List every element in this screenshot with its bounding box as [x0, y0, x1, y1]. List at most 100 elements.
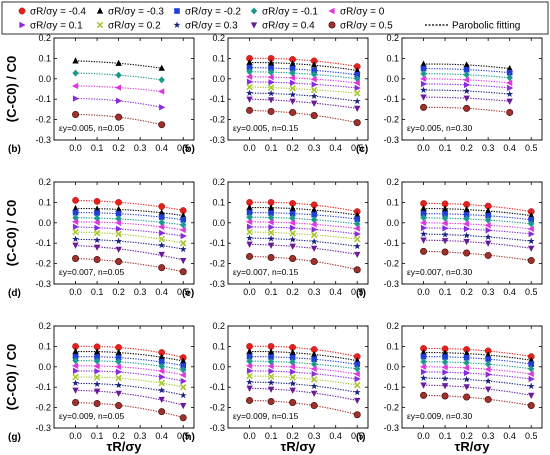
x-tick-label: 0.5 [177, 431, 190, 441]
data-point [246, 78, 254, 86]
data-point [72, 255, 80, 263]
y-tick-label: -0.3 [209, 135, 225, 145]
data-point [353, 225, 360, 232]
data-point [180, 402, 187, 410]
legend-marker [250, 22, 258, 29]
x-tick-label: 0.3 [134, 431, 147, 441]
data-point [158, 362, 165, 370]
y-tick-label: 0.1 [386, 197, 399, 207]
data-point [527, 402, 535, 410]
panel-label: (e) [182, 288, 194, 299]
data-point [289, 69, 296, 77]
data-point [158, 203, 166, 210]
data-point [310, 231, 318, 239]
data-point [419, 75, 427, 82]
data-point [72, 242, 79, 249]
data-point [484, 207, 492, 214]
data-point [267, 229, 275, 236]
data-point [506, 65, 513, 72]
data-point [93, 348, 101, 355]
data-point [485, 227, 492, 234]
data-point [93, 256, 101, 264]
panel: 0.2 0.1 0.0 -0.1 -0.2 -0.3 0.0 0.1 0.2 0.3 0.4 0.5 ε… [8, 33, 195, 155]
y-tick-label: -0.1 [35, 382, 51, 392]
data-point [245, 218, 253, 225]
y-tick-label: 0.2 [386, 321, 399, 331]
data-point [463, 104, 471, 112]
data-point [180, 216, 187, 223]
data-point [267, 253, 275, 261]
y-tick-label: 0.0 [38, 74, 51, 84]
y-tick-label: 0.1 [38, 197, 51, 207]
data-point [441, 392, 449, 400]
y-tick-label: -0.2 [35, 259, 51, 269]
data-point [463, 231, 471, 239]
data-point [93, 205, 101, 212]
data-point [289, 214, 296, 222]
data-point [354, 361, 361, 368]
x-tick-label: 0.5 [351, 143, 364, 153]
legend-label: σR/σy = -0.1 [262, 7, 318, 18]
data-point [354, 251, 361, 259]
y-tick-label: -0.3 [209, 423, 225, 433]
data-point [115, 205, 122, 212]
panel-annotation: εy=0.009, n=0.05 [59, 411, 125, 421]
y-tick-label: 0.0 [38, 218, 51, 228]
x-tick-label: 0.5 [525, 431, 538, 441]
data-point [528, 361, 535, 367]
data-point [289, 379, 297, 387]
data-point [268, 79, 275, 86]
data-point [246, 89, 253, 96]
data-point [115, 199, 122, 206]
data-point [420, 86, 427, 93]
data-point [180, 257, 187, 265]
data-point [179, 239, 187, 247]
data-point [94, 210, 100, 216]
legend-marker [174, 8, 180, 14]
data-point [484, 216, 492, 224]
data-point [93, 214, 101, 222]
fit-curve [75, 245, 184, 261]
plot-frame [227, 37, 369, 141]
data-point [246, 234, 253, 242]
data-point [464, 81, 471, 89]
data-point [463, 238, 470, 246]
y-tick-label: 0.0 [212, 218, 225, 228]
y-tick-label: 0.0 [38, 362, 51, 372]
fit-curve [423, 384, 532, 396]
data-point [507, 84, 514, 92]
y-tick-label: -0.3 [383, 279, 399, 289]
data-point [71, 362, 79, 369]
x-tick-label: 0.3 [134, 287, 147, 297]
x-tick-label: 0.3 [482, 287, 495, 297]
data-point [442, 211, 448, 217]
data-point [310, 221, 317, 228]
data-point [268, 354, 274, 360]
data-point [94, 368, 101, 375]
x-tick-label: 0.5 [525, 143, 538, 153]
panel: 0.2 0.1 0.0 -0.1 -0.2 -0.3 0.0 0.1 0.2 0.3 0.4 0.5 ε… [8, 321, 195, 443]
data-point [179, 371, 186, 379]
data-point [115, 402, 123, 410]
x-tick-label: 0.5 [351, 287, 364, 297]
y-tick-label: 0.2 [38, 321, 51, 331]
data-point [158, 241, 166, 249]
data-point [354, 365, 361, 373]
y-tick-label: 0.0 [386, 218, 399, 228]
data-point [310, 365, 317, 373]
data-point [180, 357, 187, 364]
data-point [289, 243, 296, 250]
panel: 0.2 0.1 0.0 -0.1 -0.2 -0.3 0.0 0.1 0.2 0.3 0.4 0.5 ε… [356, 177, 543, 299]
data-point [94, 354, 100, 360]
data-point [353, 242, 361, 250]
fit-curve [75, 208, 184, 217]
data-point [72, 197, 79, 204]
y-tick-label: -0.3 [35, 135, 51, 145]
data-point [267, 242, 275, 249]
data-point [72, 373, 79, 381]
data-point [93, 236, 101, 244]
data-point [158, 88, 165, 95]
data-point [93, 400, 101, 408]
data-point [268, 224, 275, 231]
x-axis-label: τR/σy [455, 439, 491, 454]
